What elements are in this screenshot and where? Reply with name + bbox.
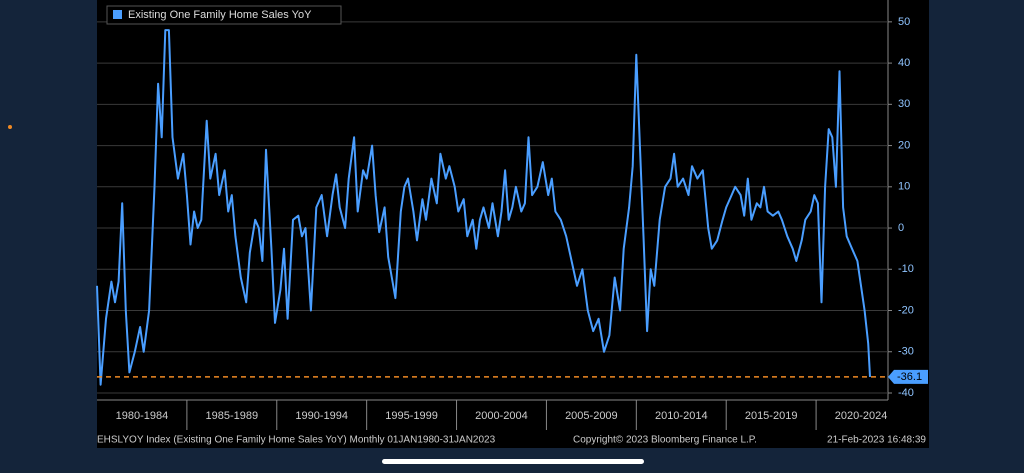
y-tick-label: 10: [898, 181, 910, 193]
legend-label: Existing One Family Home Sales YoY: [128, 9, 312, 21]
y-tick-label: 20: [898, 139, 910, 151]
x-tick-label: 1985-1989: [206, 410, 259, 422]
x-tick-label: 2015-2019: [745, 410, 798, 422]
x-tick-label: 2000-2004: [475, 410, 528, 422]
footer-note: EHSLYOY Index (Existing One Family Home …: [97, 435, 496, 446]
chart-panel: [97, 0, 929, 432]
last-value-label: -36.1: [897, 371, 922, 383]
y-tick-label: -30: [898, 346, 914, 358]
x-tick-label: 2005-2009: [565, 410, 618, 422]
footer-note: 21-Feb-2023 16:48:39: [827, 435, 926, 446]
x-tick-label: 2020-2024: [835, 410, 888, 422]
last-value-box: [888, 369, 928, 384]
y-tick-label: -40: [898, 387, 914, 399]
y-tick-label: -20: [898, 304, 914, 316]
y-tick-label: 40: [898, 57, 910, 69]
x-tick-label: 1995-1999: [385, 410, 438, 422]
data-line: [96, 29, 871, 386]
footer-panel: [97, 432, 929, 448]
x-tick-label: 1980-1984: [116, 410, 169, 422]
legend-swatch: [113, 10, 122, 19]
y-tick-label: 0: [898, 222, 904, 234]
x-tick-label: 2010-2014: [655, 410, 708, 422]
home-indicator: [382, 459, 644, 464]
y-tick-label: 30: [898, 98, 910, 110]
y-tick-label: 50: [898, 16, 910, 28]
x-tick-label: 1990-1994: [295, 410, 348, 422]
dot: [8, 125, 12, 129]
legend: [106, 5, 342, 25]
footer-note: Copyright© 2023 Bloomberg Finance L.P.: [573, 435, 757, 446]
y-tick-label: -10: [898, 263, 914, 275]
